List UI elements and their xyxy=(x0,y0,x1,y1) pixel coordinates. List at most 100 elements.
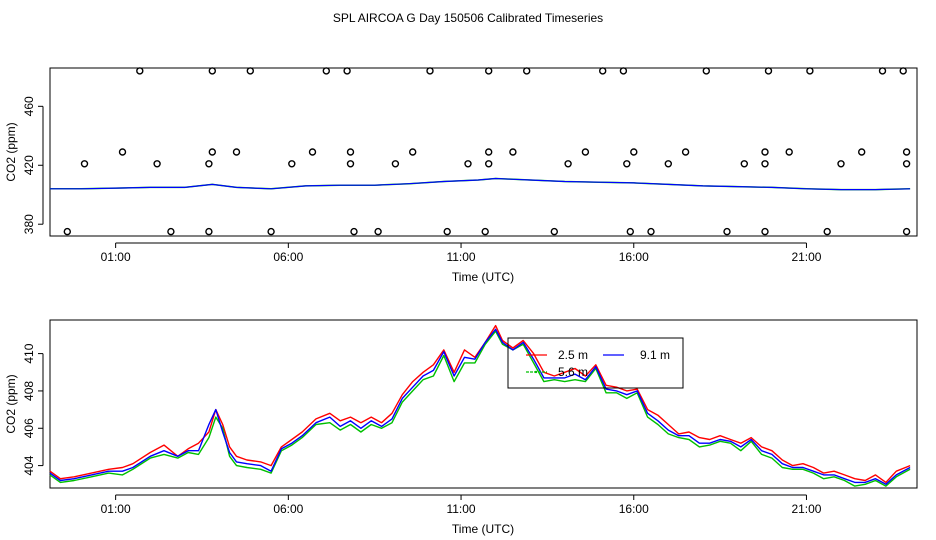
scatter-point xyxy=(902,148,911,156)
top-x-axis: 01:00 06:00 11:00 16:00 21:00 xyxy=(101,242,822,264)
scatter-point xyxy=(630,148,638,156)
top-line-layer xyxy=(50,177,911,191)
scatter-point xyxy=(764,67,773,75)
scatter-point xyxy=(740,160,748,168)
scatter-point xyxy=(626,227,634,236)
series-5-6m-line xyxy=(49,330,911,487)
scatter-point xyxy=(619,67,628,75)
scatter-point xyxy=(485,148,493,156)
scatter-point xyxy=(288,160,296,168)
top-plot-frame xyxy=(49,67,918,237)
top-x-tick-label: 11:00 xyxy=(446,250,475,264)
bottom-x-tick-label: 21:00 xyxy=(791,502,821,516)
top-x-tick-label: 21:00 xyxy=(791,250,821,264)
scatter-point xyxy=(723,227,731,236)
scatter-point xyxy=(806,67,814,75)
scatter-point xyxy=(346,148,355,156)
scatter-point xyxy=(409,148,417,156)
legend-label-9-1m: 9.1 m xyxy=(640,348,670,362)
scatter-point xyxy=(267,227,275,236)
legend-marker-5-6m xyxy=(534,370,538,374)
top-y-tick-label: 420 xyxy=(22,155,36,175)
bottom-plot-frame xyxy=(49,319,918,489)
scatter-point xyxy=(118,148,127,156)
scatter-point xyxy=(761,227,769,236)
bottom-y-tick-label: 408 xyxy=(22,381,36,401)
top-x-tick-label: 01:00 xyxy=(101,250,131,264)
scatter-point xyxy=(899,67,907,75)
scatter-point xyxy=(599,67,607,75)
bottom-x-tick-label: 11:00 xyxy=(446,502,475,516)
scatter-point xyxy=(343,67,351,75)
bottom-x-tick-label: 16:00 xyxy=(619,502,649,516)
scatter-point xyxy=(564,160,572,168)
bottom-y-axis: 404 406 408 410 xyxy=(22,343,44,476)
scatter-point xyxy=(681,148,690,156)
scatter-point xyxy=(374,227,382,236)
bottom-y-tick-label: 410 xyxy=(22,343,36,363)
scatter-point xyxy=(878,67,887,75)
scatter-point xyxy=(481,227,489,236)
scatter-point xyxy=(80,160,89,168)
scatter-point xyxy=(153,160,161,168)
bottom-x-axis: 01:00 06:00 11:00 16:00 21:00 xyxy=(101,494,822,516)
scatter-point xyxy=(208,148,217,156)
series-2-5m-line xyxy=(49,324,911,484)
top-x-tick-label: 16:00 xyxy=(619,250,649,264)
scatter-point xyxy=(702,67,710,75)
scatter-point xyxy=(523,67,531,75)
scatter-point xyxy=(485,67,493,75)
legend-label-2-5m: 2.5 m xyxy=(558,348,588,362)
scatter-point xyxy=(136,67,144,75)
scatter-point xyxy=(858,148,866,156)
top-baseline-blue xyxy=(50,177,911,191)
top-y-axis: 380 420 460 xyxy=(22,96,44,234)
scatter-point xyxy=(232,148,241,156)
bottom-y-axis-label: CO2 (ppm) xyxy=(4,374,18,433)
top-scatter-layer xyxy=(63,67,911,236)
scatter-point xyxy=(426,67,434,75)
scatter-point xyxy=(63,227,72,236)
scatter-point xyxy=(464,160,472,168)
bottom-panel: 404 406 408 410 01:00 06:00 11:00 16:00 21:00 T… xyxy=(4,319,918,536)
top-x-axis-label: Time (UTC) xyxy=(452,270,514,284)
scatter-point xyxy=(308,148,317,156)
bottom-x-axis-label: Time (UTC) xyxy=(452,522,514,536)
scatter-point xyxy=(581,148,590,156)
scatter-point xyxy=(761,160,769,168)
bottom-series-layer xyxy=(49,324,911,487)
scatter-point xyxy=(823,227,831,236)
scatter-point xyxy=(205,227,213,236)
scatter-point xyxy=(346,160,355,168)
scatter-point xyxy=(664,160,672,168)
top-y-axis-label: CO2 (ppm) xyxy=(4,122,18,181)
legend-label-5-6m: 5.6 m xyxy=(558,365,588,379)
legend: 2.5 m 9.1 m 5.6 m xyxy=(507,337,684,389)
scatter-point xyxy=(391,160,400,168)
bottom-y-tick-label: 406 xyxy=(22,418,36,438)
scatter-point xyxy=(246,67,255,75)
scatter-point xyxy=(485,160,493,168)
scatter-point xyxy=(208,67,217,75)
scatter-point xyxy=(623,160,631,168)
scatter-point xyxy=(761,148,769,156)
scatter-point xyxy=(647,227,655,236)
series-9-1m-line xyxy=(49,328,911,485)
scatter-point xyxy=(322,67,330,75)
top-panel: 380 420 460 01:00 06:00 11:00 16:00 21:00 Time… xyxy=(4,67,918,284)
top-x-tick-label: 06:00 xyxy=(273,250,303,264)
scatter-point xyxy=(837,160,845,168)
scatter-point xyxy=(550,227,558,236)
scatter-point xyxy=(902,160,911,168)
top-y-tick-label: 380 xyxy=(22,214,36,234)
scatter-point xyxy=(785,148,793,156)
scatter-point xyxy=(509,148,517,156)
bottom-x-tick-label: 01:00 xyxy=(101,502,131,516)
scatter-point xyxy=(443,227,451,236)
bottom-y-tick-label: 404 xyxy=(22,455,36,475)
scatter-point xyxy=(205,160,213,168)
scatter-point xyxy=(350,227,358,236)
chart-title: SPL AIRCOA G Day 150506 Calibrated Times… xyxy=(333,11,603,25)
scatter-point xyxy=(902,227,911,236)
